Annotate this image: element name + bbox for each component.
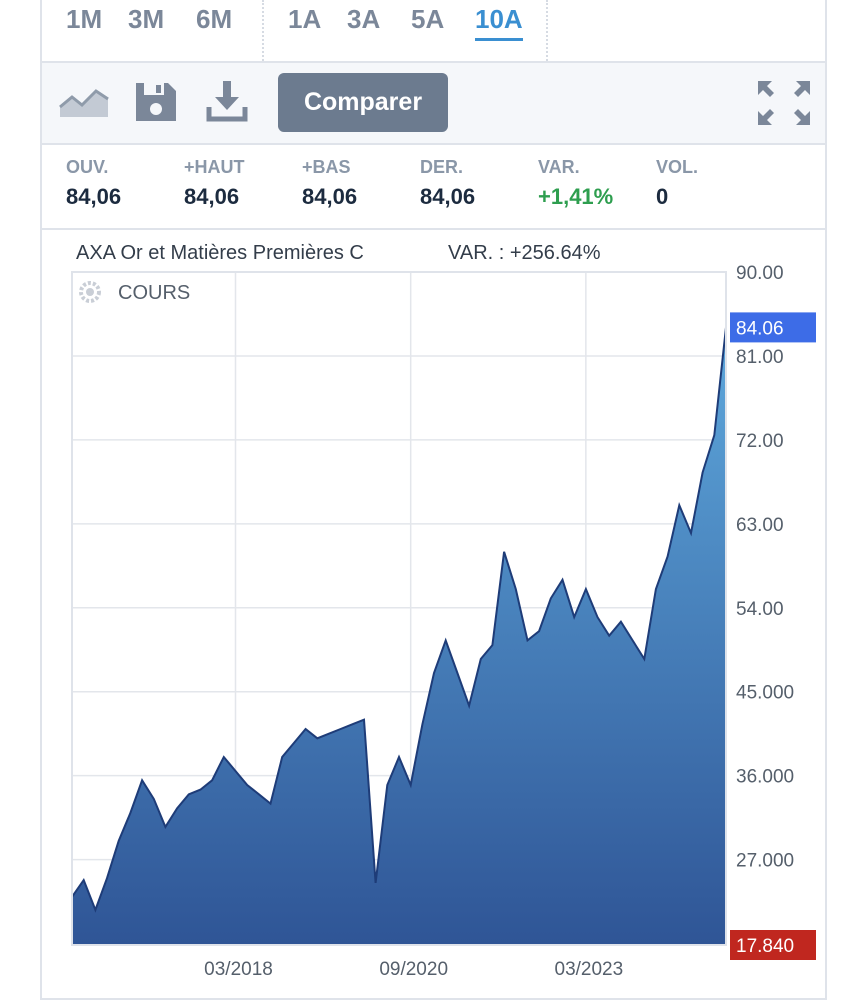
legend: COURS [79,281,190,304]
y-tick-label: 90.00 [736,263,784,284]
period-6m[interactable]: 6M [196,4,233,34]
y-tick-label: 27.000 [736,851,794,872]
widget-frame [40,0,827,1000]
min-value-badge: 17.840 [730,930,816,960]
chart-toolbar: Comparer [42,63,825,145]
stat-variation: VAR. +1,41% [538,157,613,210]
period-5a[interactable]: 5A [411,4,445,34]
price-chart: COURS 90.00 81.00 72.00 63.00 54.00 45.000 36.… [71,263,816,980]
chart-title: AXA Or et Matières Premières C [76,242,364,264]
period-selector: 1M 3M 6M 1A 3A 5A 10A [42,0,825,63]
fullscreen-icon[interactable] [754,77,814,129]
download-icon[interactable] [206,79,248,123]
period-10a[interactable]: 10A [475,4,523,41]
y-tick-label: 54.00 [736,599,784,620]
x-tick-label: 03/2018 [204,959,273,980]
compare-button[interactable]: Comparer [278,73,448,132]
chart-variation: VAR. : +256.64% [448,242,601,264]
x-tick-label: 09/2020 [379,959,448,980]
area-chart-icon[interactable] [58,83,110,119]
svg-text:84.06: 84.06 [736,318,784,339]
save-icon[interactable] [134,81,178,123]
x-tick-label: 03/2023 [555,959,624,980]
stat-value: 84,06 [184,184,240,209]
quote-stats: OUV. 84,06 +HAUT 84,06 +BAS 84,06 DER. 8… [42,145,825,230]
stat-label: VAR. [538,157,580,177]
period-1m[interactable]: 1M [66,4,103,34]
y-tick-label: 36.000 [736,767,794,788]
stat-label: +HAUT [184,157,245,177]
stat-value: 84,06 [420,184,476,209]
period-divider [546,0,548,61]
y-tick-label: 63.00 [736,515,784,536]
stat-label: VOL. [656,157,699,177]
stat-label: OUV. [66,157,109,177]
price-line [71,327,727,913]
stat-open: OUV. 84,06 [66,157,121,210]
price-area [72,327,726,945]
stat-last: DER. 84,06 [420,157,475,210]
period-1a[interactable]: 1A [288,4,322,34]
stat-label: +BAS [302,157,351,177]
gear-icon[interactable] [79,281,101,303]
stat-value: 84,06 [66,184,122,209]
stat-value: +1,41% [538,184,614,209]
stat-high: +HAUT 84,06 [184,157,245,210]
period-divider [262,0,264,61]
svg-text:17.840: 17.840 [736,936,794,957]
y-tick-label: 72.00 [736,431,784,452]
stat-value: 84,06 [302,184,358,209]
stat-label: DER. [420,157,464,177]
y-tick-label: 45.000 [736,683,794,704]
stat-low: +BAS 84,06 [302,157,357,210]
stat-volume: VOL. 0 [656,157,698,210]
period-3a[interactable]: 3A [347,4,381,34]
last-value-badge: 84.06 [730,312,816,343]
legend-label: COURS [118,282,190,304]
period-3m[interactable]: 3M [128,4,165,34]
plot-border [71,271,727,946]
stat-value: 0 [656,184,669,209]
y-tick-label: 81.00 [736,347,784,368]
